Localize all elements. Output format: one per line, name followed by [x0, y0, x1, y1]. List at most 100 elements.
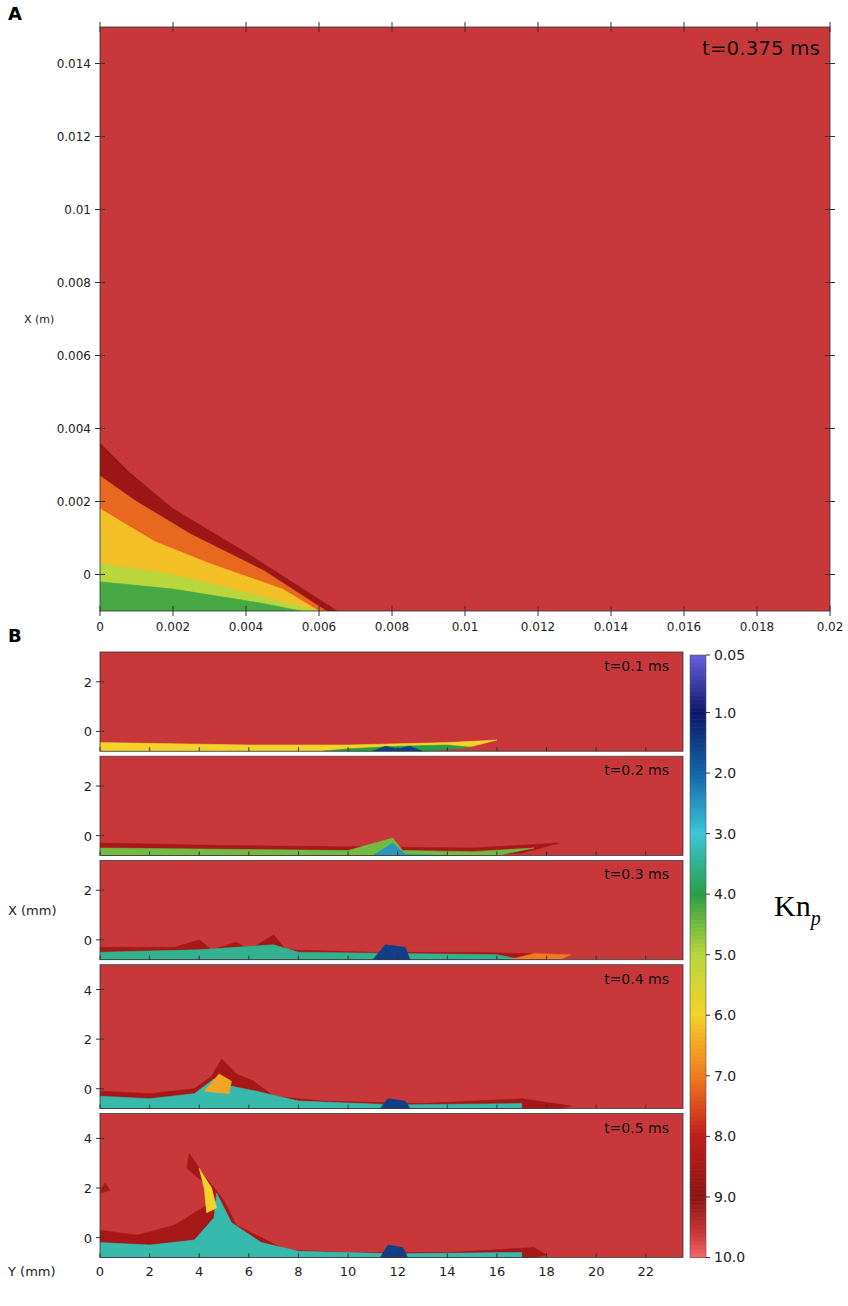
tick	[496, 1253, 497, 1257]
tick	[100, 1105, 101, 1109]
tick-label: 12	[389, 1264, 406, 1279]
tick	[348, 956, 349, 960]
region	[100, 582, 301, 611]
colorbar-cell	[690, 884, 706, 889]
tick-label: 14	[439, 1264, 456, 1279]
tick	[96, 786, 104, 787]
tick-label: 0.004	[57, 422, 91, 436]
tick	[96, 835, 104, 836]
colorbar-cell	[690, 1101, 706, 1106]
field	[100, 756, 683, 855]
colorbar-cell	[690, 1165, 706, 1170]
colorbar-cell	[690, 812, 706, 817]
region	[323, 745, 472, 751]
tick-label: 0	[84, 933, 92, 948]
region	[100, 443, 337, 611]
colorbar-cell	[690, 1229, 706, 1234]
tick	[199, 851, 200, 855]
colorbar-cell	[690, 976, 706, 981]
tick-label: 0	[83, 568, 91, 582]
tick	[645, 956, 646, 960]
colorbar-cell	[690, 719, 706, 724]
tick	[546, 747, 547, 751]
region	[100, 935, 571, 960]
tick	[830, 606, 831, 616]
tick	[706, 833, 710, 834]
tick	[706, 1196, 710, 1197]
colorbar-cell	[690, 1113, 706, 1118]
tick-label: 0.01	[64, 203, 91, 217]
tick	[706, 773, 710, 774]
tick	[319, 606, 320, 616]
tick-label: 0.002	[57, 495, 91, 509]
colorbar-cell	[690, 1121, 706, 1126]
tick	[95, 209, 105, 210]
tick-label: 0.016	[667, 620, 701, 634]
tick	[447, 956, 448, 960]
colorbar-cell	[690, 924, 706, 929]
colorbar-cell	[690, 1157, 706, 1162]
colorbar-cell	[690, 820, 706, 825]
colorbar-cell	[690, 948, 706, 953]
tick	[95, 355, 105, 356]
frame	[100, 652, 683, 751]
tick	[95, 428, 105, 429]
tick	[95, 136, 105, 137]
tick	[496, 1105, 497, 1109]
colorbar-cell	[690, 1141, 706, 1146]
tick	[706, 1075, 710, 1076]
colorbar-cell	[690, 856, 706, 861]
colorbar-cell	[690, 808, 706, 813]
colorbar-cell	[690, 663, 706, 668]
colorbar-cell	[690, 1000, 706, 1005]
tick	[397, 1253, 398, 1257]
region	[100, 945, 522, 960]
tick	[684, 606, 685, 616]
tick	[757, 606, 758, 616]
annotation: t=0.3 ms	[604, 866, 669, 882]
colorbar-cell	[690, 1008, 706, 1013]
colorbar-cell	[690, 876, 706, 881]
tick-label: 0	[96, 620, 104, 634]
tick	[348, 1105, 349, 1109]
tick	[348, 747, 349, 751]
colorbar-cell	[690, 659, 706, 664]
colorbar-cell	[690, 691, 706, 696]
background-field	[100, 27, 830, 611]
colorbar-cell	[690, 1053, 706, 1058]
colorbar-cell	[690, 900, 706, 905]
tick	[825, 282, 835, 283]
colorbar-cell	[690, 996, 706, 1001]
colorbar-cell	[690, 804, 706, 809]
region	[100, 1193, 522, 1257]
colorbar-cell	[690, 896, 706, 901]
tick	[645, 851, 646, 855]
tick	[546, 851, 547, 855]
tick	[96, 1039, 104, 1040]
tick	[246, 606, 247, 616]
tick	[298, 747, 299, 751]
tick-label: 6.0	[714, 1007, 736, 1023]
colorbar-cell	[690, 840, 706, 845]
region	[100, 564, 319, 612]
tick	[248, 956, 249, 960]
colorbar-cell	[690, 916, 706, 921]
frame	[100, 27, 830, 611]
colorbar-cell	[690, 1065, 706, 1070]
colorbar-cell	[690, 908, 706, 913]
colorbar-cell	[690, 771, 706, 776]
colorbar-cell	[690, 1129, 706, 1134]
tick-label: 0.014	[57, 57, 91, 71]
tick-label: 4	[195, 1264, 203, 1279]
colorbar-cell	[690, 683, 706, 688]
colorbar-cell	[690, 707, 706, 712]
colorbar-cell	[690, 932, 706, 937]
colorbar-frame	[690, 655, 706, 1257]
tick	[149, 1253, 150, 1257]
colorbar-cell	[690, 784, 706, 789]
tick	[95, 282, 105, 283]
tick-label: 0	[84, 829, 92, 844]
colorbar-title-sub: p	[809, 907, 821, 930]
tick	[706, 712, 710, 713]
tick	[149, 851, 150, 855]
